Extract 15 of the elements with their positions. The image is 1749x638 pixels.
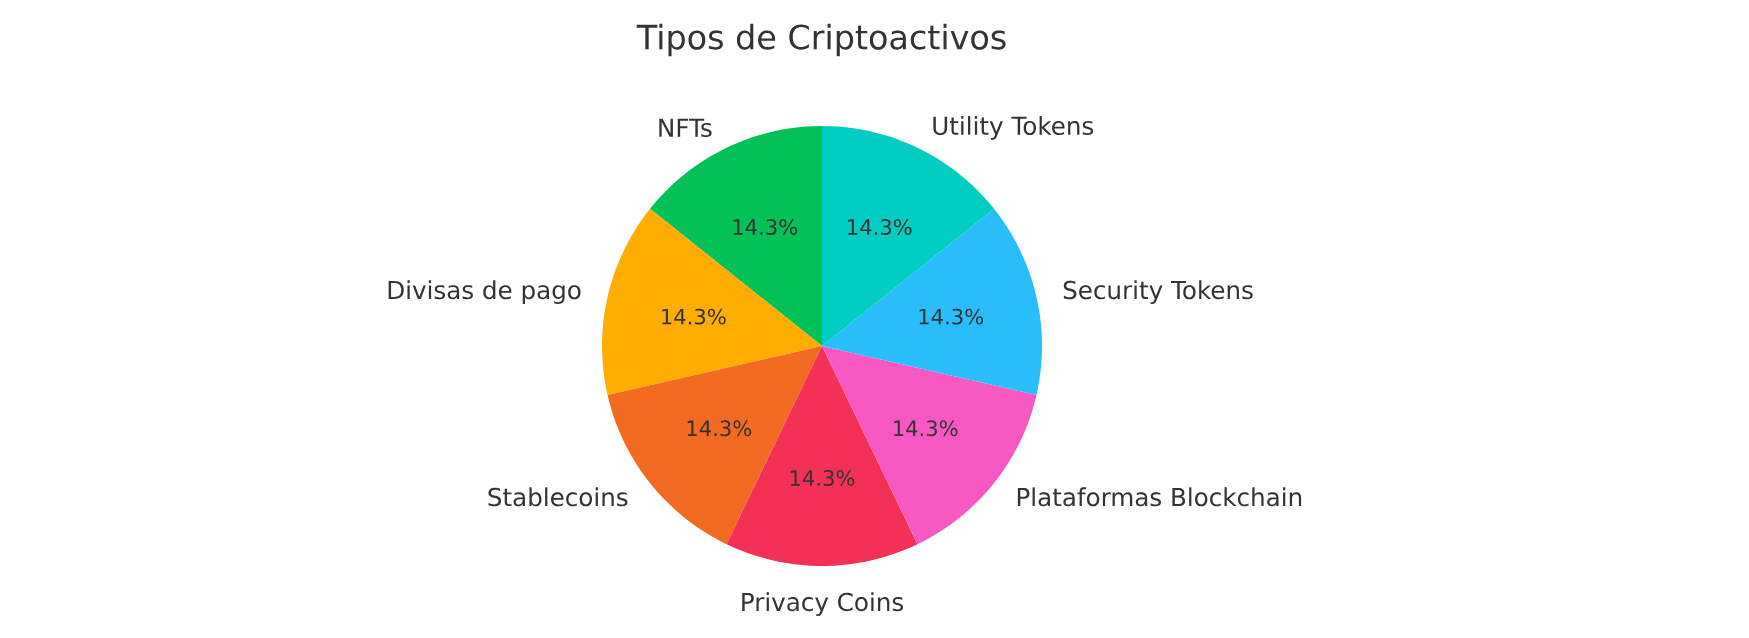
data-label: 14.3% [687, 420, 752, 437]
slice-label: Utility Tokens [933, 116, 1094, 140]
slice-label: Plataformas Blockchain [1017, 487, 1302, 507]
data-label: 14.3% [790, 470, 855, 486]
slice-label: Security Tokens [1063, 280, 1253, 305]
slice-label: Stablecoins [488, 487, 628, 507]
data-label: 14.3% [733, 219, 798, 236]
data-label: 14.3% [894, 420, 958, 437]
data-label: 14.3% [662, 308, 726, 325]
slice-label: NFTs [659, 118, 712, 138]
slice-label: Privacy Coins [742, 592, 904, 617]
data-label: 14.3% [919, 308, 984, 325]
data-label: 14.3% [848, 219, 912, 236]
chart-title: Tipos de Criptoactivos [636, 23, 1006, 57]
slice-label: Divisas de pago [388, 280, 581, 305]
